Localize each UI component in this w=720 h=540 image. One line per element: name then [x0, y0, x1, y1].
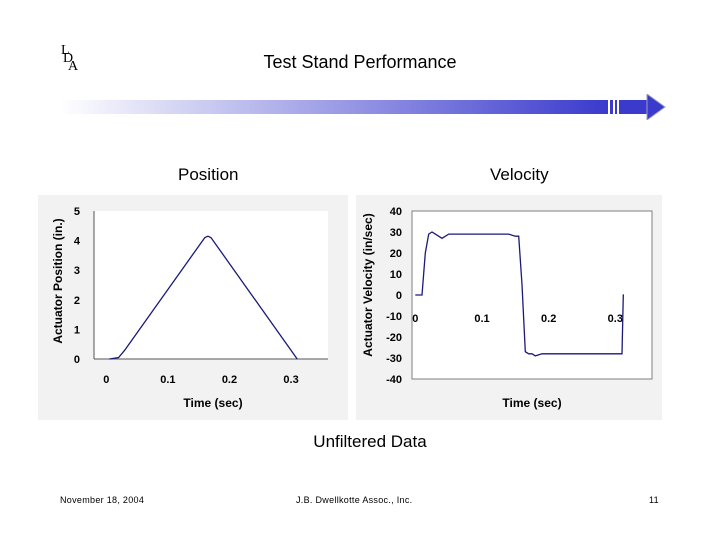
arrow-head-icon	[646, 94, 666, 120]
company-logo: L D A	[58, 44, 88, 78]
velocity-chart-x-tick-label: 0.1	[474, 313, 489, 325]
velocity-chart-title: Velocity	[490, 165, 549, 184]
velocity-chart-x-tick-label: 0.2	[541, 313, 556, 325]
velocity-chart-y-tick-label: 0	[396, 290, 402, 302]
position-chart-title: Position	[178, 165, 239, 184]
velocity-chart-x-axis-title: Time (sec)	[502, 396, 561, 410]
velocity-chart-x-tick-label: 0.3	[608, 313, 623, 325]
bar-shaft	[619, 100, 647, 114]
logo-letter-l: L	[61, 43, 70, 58]
position-chart-x-tick-label: 0.3	[283, 374, 298, 386]
velocity-chart: 40 30 20 10 0 -10 -20 -30 -40 0 0.1 0.2 0.3 Time (sec…	[356, 195, 662, 420]
position-chart-x-tick-label: 0	[103, 374, 109, 386]
position-chart-x-tick-label: 0.1	[160, 374, 175, 386]
bar-stripe	[615, 100, 617, 114]
chart-caption: Unfiltered Data	[313, 432, 427, 451]
velocity-chart-y-tick-label: -10	[386, 311, 402, 323]
position-chart-y-tick-label: 1	[74, 324, 80, 336]
velocity-chart-y-tick-label: -40	[386, 374, 402, 386]
footer-date: November 18, 2004	[60, 495, 145, 505]
position-chart-y-axis-title: Actuator Position (in.)	[51, 218, 65, 343]
position-chart-plot-area	[94, 211, 328, 359]
position-chart-y-tick-label: 3	[74, 265, 80, 277]
velocity-chart-y-tick-label: -30	[386, 353, 402, 365]
logo-letter-a: A	[68, 59, 79, 74]
velocity-chart-y-tick-label: -20	[386, 332, 402, 344]
footer-company: J.B. Dwellkotte Assoc., Inc.	[296, 495, 413, 505]
position-chart-series-line	[109, 235, 298, 360]
gradient-bar	[60, 100, 608, 114]
velocity-chart-series-line	[415, 231, 624, 357]
velocity-chart-y-tick-label: 30	[390, 227, 402, 239]
velocity-chart-y-tick-label: 20	[390, 248, 402, 260]
position-chart-y-tick-label: 2	[74, 295, 80, 307]
velocity-chart-y-tick-label: 10	[390, 269, 402, 281]
velocity-chart-plot-area	[411, 210, 653, 380]
footer-page-number: 11	[649, 495, 659, 505]
slide-title: Test Stand Performance	[263, 52, 457, 72]
position-chart-x-axis-title: Time (sec)	[183, 396, 242, 410]
position-chart: 0 1 2 3 4 5 0 0.1 0.2 0.3 Time (sec) Actuator Posit…	[38, 195, 348, 420]
bar-stripe	[610, 100, 613, 114]
logo-letter-d: D	[63, 51, 74, 66]
title-decoration-bar	[60, 94, 666, 120]
position-chart-y-tick-label: 0	[74, 354, 80, 366]
position-chart-y-tick-label: 5	[74, 206, 80, 218]
position-chart-x-tick-label: 0.2	[222, 374, 237, 386]
velocity-chart-x-tick-label: 0	[412, 313, 418, 325]
position-chart-y-tick-label: 4	[74, 236, 81, 248]
velocity-chart-y-tick-label: 40	[390, 206, 402, 218]
velocity-chart-y-axis-title: Actuator Velocity (in/sec)	[361, 213, 375, 356]
